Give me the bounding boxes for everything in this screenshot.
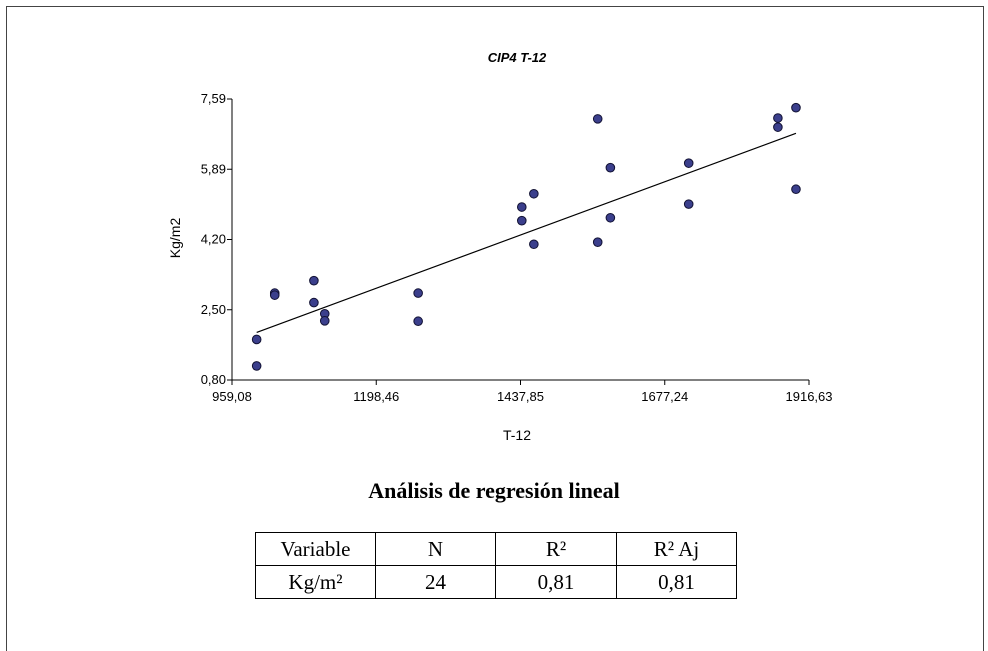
header-cell-r2-adj: R² Aj bbox=[616, 532, 737, 566]
data-point bbox=[516, 215, 527, 226]
cell-n: 24 bbox=[375, 565, 496, 599]
x-tick-label: 1677,24 bbox=[641, 389, 688, 404]
data-point bbox=[683, 158, 694, 168]
data-point bbox=[413, 288, 423, 298]
y-axis-title: Kg/m2 bbox=[167, 218, 183, 259]
header-cell-n: N bbox=[375, 532, 496, 566]
scatter-chart: CIP4 T-12 959,08 1198,46 1437,85 1677,24 191… bbox=[167, 50, 833, 443]
regression-table: Variable N R² R² Aj Kg/m² 24 0,81 0,81 bbox=[255, 532, 737, 599]
data-point bbox=[791, 184, 801, 195]
data-point bbox=[319, 316, 330, 326]
regression-heading: Análisis de regresión lineal bbox=[368, 478, 620, 503]
data-point bbox=[251, 334, 262, 345]
data-point bbox=[309, 275, 319, 286]
x-tick-label: 1437,85 bbox=[497, 389, 544, 404]
regression-line-group bbox=[256, 132, 797, 333]
data-point bbox=[773, 122, 783, 132]
y-tick-label: 5,89 bbox=[201, 161, 226, 176]
x-tick-label: 1198,46 bbox=[353, 389, 399, 404]
data-points bbox=[251, 102, 801, 371]
data-point bbox=[773, 113, 783, 123]
data-point bbox=[683, 199, 694, 209]
data-point bbox=[529, 239, 539, 250]
header-cell-r2: R² bbox=[495, 532, 617, 566]
axes bbox=[227, 98, 810, 385]
x-axis-title: T-12 bbox=[503, 427, 531, 443]
data-point bbox=[269, 290, 280, 300]
data-point bbox=[592, 114, 603, 124]
regression-line bbox=[256, 132, 797, 333]
figure-frame bbox=[6, 6, 984, 651]
data-point bbox=[529, 188, 539, 199]
cell-variable: Kg/m² bbox=[255, 565, 376, 599]
data-point bbox=[605, 162, 616, 173]
data-point bbox=[413, 316, 423, 327]
y-tick-label: 2,50 bbox=[201, 302, 226, 317]
x-tick-label: 959,08 bbox=[212, 389, 252, 404]
chart-title: CIP4 T-12 bbox=[488, 50, 547, 65]
y-tick-labels: 0,80 2,50 4,20 5,89 7,59 bbox=[201, 91, 226, 387]
table-header-row: Variable N R² R² Aj bbox=[255, 532, 737, 566]
x-tick-label: 1916,63 bbox=[786, 389, 833, 404]
y-tick-label: 0,80 bbox=[201, 372, 226, 387]
cell-r2: 0,81 bbox=[495, 565, 617, 599]
y-tick-label: 7,59 bbox=[201, 91, 226, 106]
y-tick-label: 4,20 bbox=[201, 232, 226, 247]
data-point bbox=[251, 361, 262, 371]
x-tick-labels: 959,08 1198,46 1437,85 1677,24 1916,63 bbox=[212, 389, 832, 404]
table-row: Kg/m² 24 0,81 0,81 bbox=[255, 565, 737, 599]
data-point bbox=[791, 102, 801, 113]
data-point bbox=[592, 237, 603, 247]
data-point bbox=[605, 212, 616, 223]
data-point bbox=[309, 297, 319, 308]
cell-r2-adj: 0,81 bbox=[616, 565, 737, 599]
data-point bbox=[516, 202, 527, 212]
header-cell-variable: Variable bbox=[255, 532, 376, 566]
